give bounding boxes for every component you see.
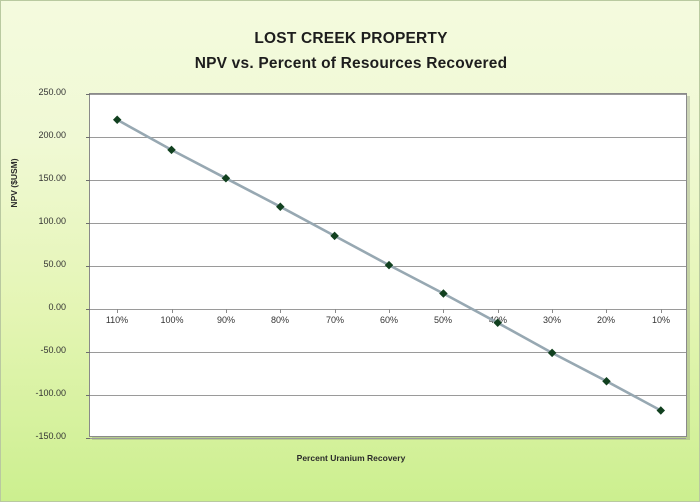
x-axis-tick-label: 80% bbox=[270, 315, 289, 325]
x-axis-tick-mark bbox=[280, 309, 281, 313]
data-point-marker bbox=[112, 115, 122, 125]
y-axis-tick-mark bbox=[86, 395, 90, 396]
x-axis-title: Percent Uranium Recovery bbox=[296, 453, 406, 463]
gridline bbox=[90, 438, 686, 439]
gridline bbox=[90, 137, 686, 138]
y-axis-tick-mark bbox=[86, 137, 90, 138]
x-axis-tick-mark bbox=[335, 309, 336, 313]
gridline bbox=[90, 352, 686, 353]
data-point-marker bbox=[384, 260, 394, 270]
data-point-marker bbox=[330, 231, 339, 241]
x-axis-tick-label: 20% bbox=[596, 315, 615, 325]
gridline bbox=[90, 180, 686, 181]
data-point-marker bbox=[221, 174, 231, 183]
series-line-npv bbox=[112, 115, 666, 415]
x-axis-tick-label: 100% bbox=[160, 315, 184, 325]
y-axis-tick-label: 250.00 bbox=[38, 87, 66, 97]
x-axis-tick-mark bbox=[498, 309, 499, 313]
gridline bbox=[90, 223, 686, 224]
x-axis-tick-mark bbox=[389, 309, 390, 313]
y-axis-tick-label: -100.00 bbox=[35, 388, 66, 398]
data-point-marker bbox=[167, 145, 176, 155]
x-axis-tick-mark bbox=[443, 309, 444, 313]
data-point-marker bbox=[439, 289, 448, 298]
y-axis-tick-mark bbox=[86, 180, 90, 181]
x-axis-tick-mark bbox=[606, 309, 607, 313]
y-axis-tick-mark bbox=[86, 94, 90, 95]
y-axis-tick-label: -50.00 bbox=[40, 345, 66, 355]
x-axis-tick-label: 60% bbox=[379, 315, 398, 325]
data-point-marker bbox=[493, 318, 502, 328]
y-axis-tick-label: 0.00 bbox=[48, 302, 66, 312]
x-axis-tick-mark bbox=[172, 309, 173, 313]
data-point-marker bbox=[656, 406, 666, 415]
x-axis-tick-label: 50% bbox=[433, 315, 452, 325]
data-point-marker bbox=[547, 348, 557, 358]
chart-title-primary: LOST CREEK PROPERTY bbox=[254, 30, 448, 47]
y-axis-tick-label: 50.00 bbox=[43, 259, 66, 269]
gridline bbox=[90, 94, 686, 95]
y-axis-tick-mark bbox=[86, 309, 90, 310]
x-axis-tick-label: 30% bbox=[542, 315, 561, 325]
y-axis-tick-label: 200.00 bbox=[38, 130, 66, 140]
data-point-marker bbox=[276, 202, 285, 211]
y-axis-tick-label: 150.00 bbox=[38, 173, 66, 183]
x-axis-tick-label: 10% bbox=[651, 315, 670, 325]
y-axis-tick-mark bbox=[86, 223, 90, 224]
y-axis-tick-mark bbox=[86, 352, 90, 353]
gridline bbox=[90, 309, 686, 310]
y-axis-tick-label: 100.00 bbox=[38, 216, 66, 226]
x-axis-tick-mark bbox=[552, 309, 553, 313]
x-axis-tick-mark bbox=[226, 309, 227, 313]
chart-title-secondary: NPV vs. Percent of Resources Recovered bbox=[194, 55, 508, 72]
chart-title-block: LOST CREEK PROPERTY NPV vs. Percent of R… bbox=[1, 29, 700, 75]
x-axis-tick-label: 110% bbox=[105, 315, 129, 325]
gridline bbox=[90, 395, 686, 396]
x-axis-tick-mark bbox=[117, 309, 118, 313]
x-axis-tick-label: 70% bbox=[325, 315, 344, 325]
x-axis-tick-label: 90% bbox=[216, 315, 235, 325]
x-axis-tick-mark bbox=[661, 309, 662, 313]
data-point-marker bbox=[602, 376, 611, 386]
plot-area: 250.00 200.00 150.00 100.00 50.00 0.00 -50.00 -… bbox=[35, 87, 687, 441]
series-markers bbox=[112, 115, 666, 415]
y-axis-tick-label: -150.00 bbox=[35, 431, 66, 441]
y-axis-tick-mark bbox=[86, 438, 90, 439]
y-axis-tick-mark bbox=[86, 266, 90, 267]
